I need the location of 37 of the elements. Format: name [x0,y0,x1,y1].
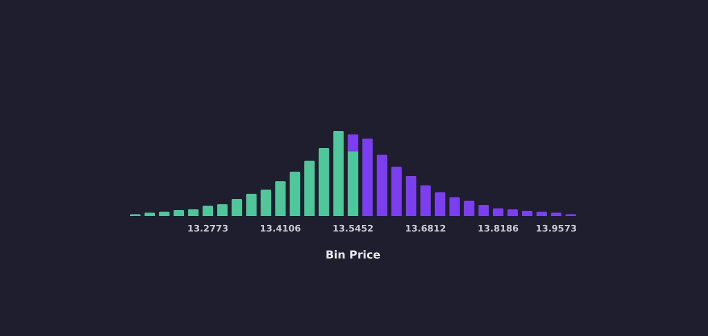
bar [290,172,300,216]
x-axis-title: Bin Price [325,248,381,262]
bar [406,176,416,216]
bar [391,166,402,216]
x-tick-label: 13.6812 [405,224,446,235]
bar [449,197,460,216]
x-tick-label: 13.2773 [187,224,228,235]
bar [318,148,330,216]
x-tick-label: 13.8186 [478,224,519,235]
bar [551,212,562,216]
bar [376,154,388,216]
bar [246,194,257,216]
bar [260,190,272,216]
bar [202,206,214,216]
x-tick-label: 13.5452 [332,224,374,235]
bar [217,204,228,216]
bar [420,185,431,216]
bar [333,131,344,216]
bar [507,209,518,216]
bar [464,200,474,216]
bar [478,204,489,216]
bar [174,210,184,216]
bar [536,212,547,216]
bar [362,138,373,216]
bar [492,208,504,216]
bar [159,212,170,216]
bar [522,210,532,216]
x-tick-label: 13.9573 [536,224,577,235]
bar [348,151,358,216]
bar [348,134,358,152]
x-tick-label: 13.4106 [260,224,301,235]
bar [434,192,446,216]
bar [304,160,315,216]
bar [188,209,199,216]
bar [275,181,286,216]
bar [232,199,242,216]
bar [144,212,155,216]
